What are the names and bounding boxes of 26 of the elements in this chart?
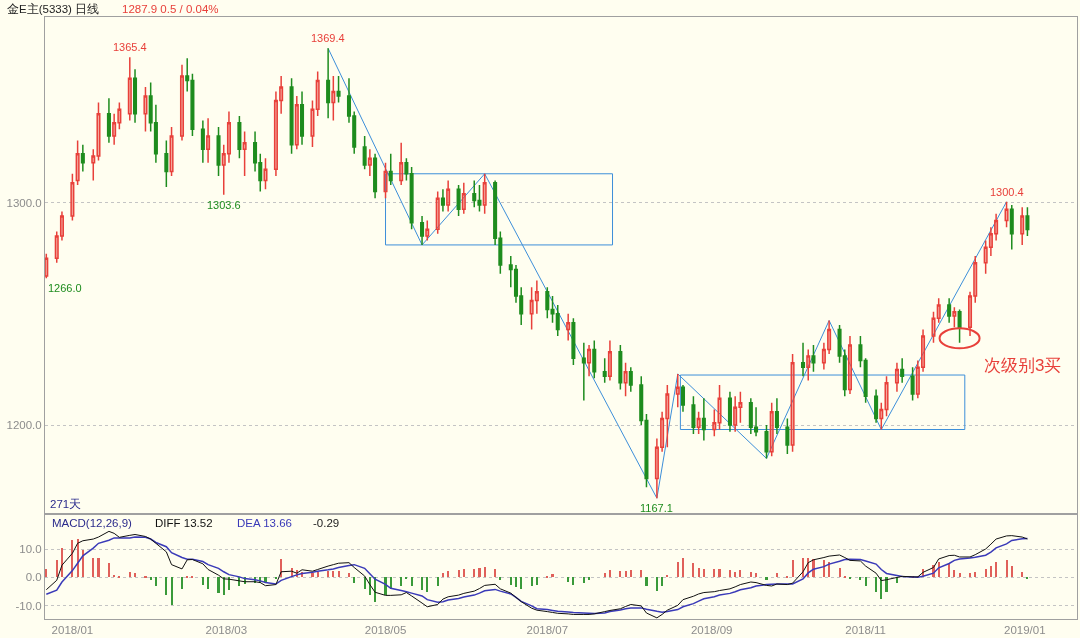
annotation: 1369.4 (311, 32, 345, 44)
annotation: 1266.0 (48, 282, 82, 294)
x-tick-label: 2018/03 (205, 623, 248, 636)
annotation: 271天 (50, 498, 82, 510)
y-tick-label: -10.0 (15, 599, 42, 612)
chart-title: 金E主(5333) 日线 (7, 2, 100, 15)
x-tick-label: 2019/01 (1004, 623, 1046, 636)
annotation: 1167.1 (640, 502, 673, 514)
chart-subtitle: 1287.9 0.5 / 0.04% (122, 3, 219, 15)
annotation: 1300.4 (990, 186, 1024, 198)
x-tick-label: 2018/09 (690, 623, 733, 636)
series-label: DIFF 13.52 (155, 517, 213, 529)
annotation: 1303.6 (207, 199, 241, 211)
annotation: 次级别3买 (984, 356, 1062, 375)
y-tick-label: 1200.0 (6, 419, 42, 432)
annotation: -0.29 (313, 517, 340, 529)
x-tick-label: 2018/01 (51, 623, 94, 636)
chart-title: MACD(12,26,9) (52, 517, 133, 529)
x-tick-label: 2018/11 (845, 623, 886, 636)
annotation: 1365.4 (113, 41, 147, 53)
x-tick-label: 2018/07 (526, 623, 569, 636)
y-tick-label: 0.0 (25, 571, 42, 584)
y-tick-label: 10.0 (19, 543, 42, 556)
x-tick-label: 2018/05 (364, 623, 407, 636)
text: DEA 13.66 (237, 517, 292, 529)
y-tick-label: 1300.0 (6, 196, 42, 209)
